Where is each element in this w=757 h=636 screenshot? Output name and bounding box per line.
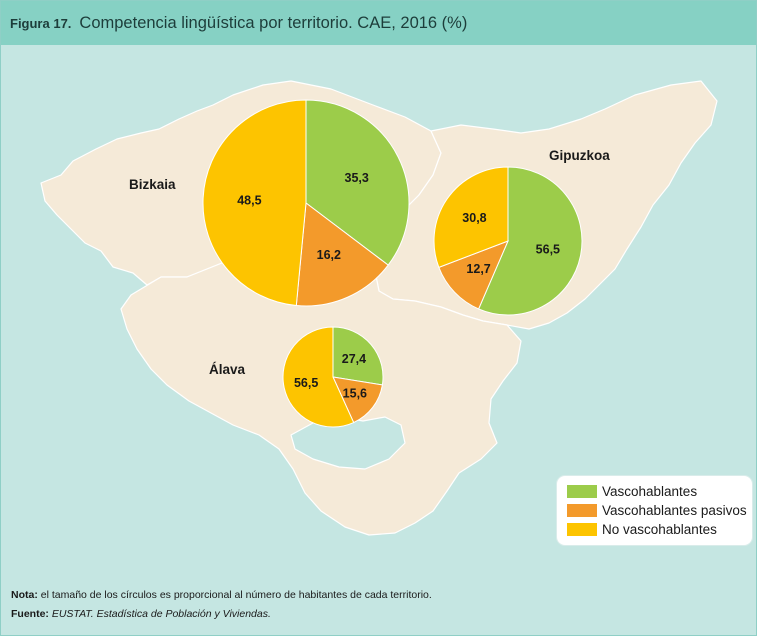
- pie-label-bizkaia-vascohablantes: 35,3: [345, 171, 369, 185]
- nota-label: Nota:: [11, 589, 38, 601]
- nota-text: el tamaño de los círculos es proporciona…: [37, 589, 432, 601]
- figure-title: Competencia lingüística por territorio. …: [79, 13, 468, 32]
- legend-swatch-pasivos: [567, 503, 597, 517]
- pie-slice-alava-vascohablantes: [332, 326, 384, 386]
- fuente-line: Fuente: EUSTAT. Estadística de Población…: [11, 605, 432, 624]
- pie-slice-gipuzkoa-vascohablantes: [477, 166, 583, 316]
- region-label-gipuzkoa: Gipuzkoa: [549, 148, 610, 163]
- pie-slice-gipuzkoa-pasivos: [438, 240, 509, 310]
- pie-label-gipuzkoa-no-vascohablantes: 30,8: [462, 211, 486, 225]
- legend-item-pasivos: Vascohablantes pasivos: [567, 501, 747, 519]
- pie-label-alava-pasivos: 15,6: [343, 387, 367, 401]
- pie-slice-alava-pasivos: [332, 376, 383, 424]
- legend-label-vascohablantes: Vascohablantes: [602, 483, 698, 499]
- nota-line: Nota: el tamaño de los círculos es propo…: [11, 586, 432, 605]
- figure-label: Figura 17.: [10, 15, 72, 31]
- region-label-alava: Álava: [209, 362, 246, 377]
- figure-notes: Nota: el tamaño de los círculos es propo…: [11, 586, 432, 624]
- pie-slice-gipuzkoa-no-vascohablantes: [433, 166, 509, 269]
- legend-swatch-vascohablantes: [567, 484, 597, 498]
- pie-alava: 27,4 15,6 56,5: [282, 326, 384, 428]
- fuente-label: Fuente:: [11, 608, 49, 620]
- legend-label-pasivos: Vascohablantes pasivos: [602, 502, 747, 518]
- figure-header: Figura 17. Competencia lingüística por t…: [1, 1, 756, 45]
- pie-bizkaia: 35,3 16,2 48,5: [202, 99, 410, 307]
- pie-label-alava-no-vascohablantes: 56,5: [294, 376, 318, 390]
- legend: Vascohablantes Vascohablantes pasivos No…: [557, 476, 752, 545]
- map-canvas: Bizkaia Gipuzkoa Álava 35,3 16,2 48,5 56,5 1…: [40, 80, 718, 536]
- legend-item-no-vascohablantes: No vascohablantes: [567, 520, 717, 538]
- pie-label-gipuzkoa-vascohablantes: 56,5: [536, 242, 560, 256]
- pie-label-gipuzkoa-pasivos: 12,7: [466, 262, 490, 276]
- pie-label-alava-vascohablantes: 27,4: [342, 352, 366, 366]
- pie-gipuzkoa: 56,5 12,7 30,8: [433, 166, 583, 316]
- pie-label-bizkaia-pasivos: 16,2: [317, 248, 341, 262]
- legend-swatch-no-vascohablantes: [567, 522, 597, 536]
- region-label-bizkaia: Bizkaia: [129, 177, 176, 192]
- pie-slice-bizkaia-no-vascohablantes: [202, 99, 307, 307]
- pie-label-bizkaia-no-vascohablantes: 48,5: [237, 193, 261, 207]
- pie-slice-bizkaia-pasivos: [295, 202, 389, 307]
- pie-charts: 35,3 16,2 48,5 56,5 12,7 30,8 27,4 15,6 56,5: [202, 99, 583, 428]
- pie-slice-bizkaia-vascohablantes: [305, 99, 410, 266]
- pie-slice-alava-no-vascohablantes: [282, 326, 355, 428]
- fuente-text: EUSTAT. Estadística de Población y Vivie…: [51, 608, 271, 620]
- legend-item-vascohablantes: Vascohablantes: [567, 482, 697, 500]
- legend-label-no-vascohablantes: No vascohablantes: [602, 521, 717, 537]
